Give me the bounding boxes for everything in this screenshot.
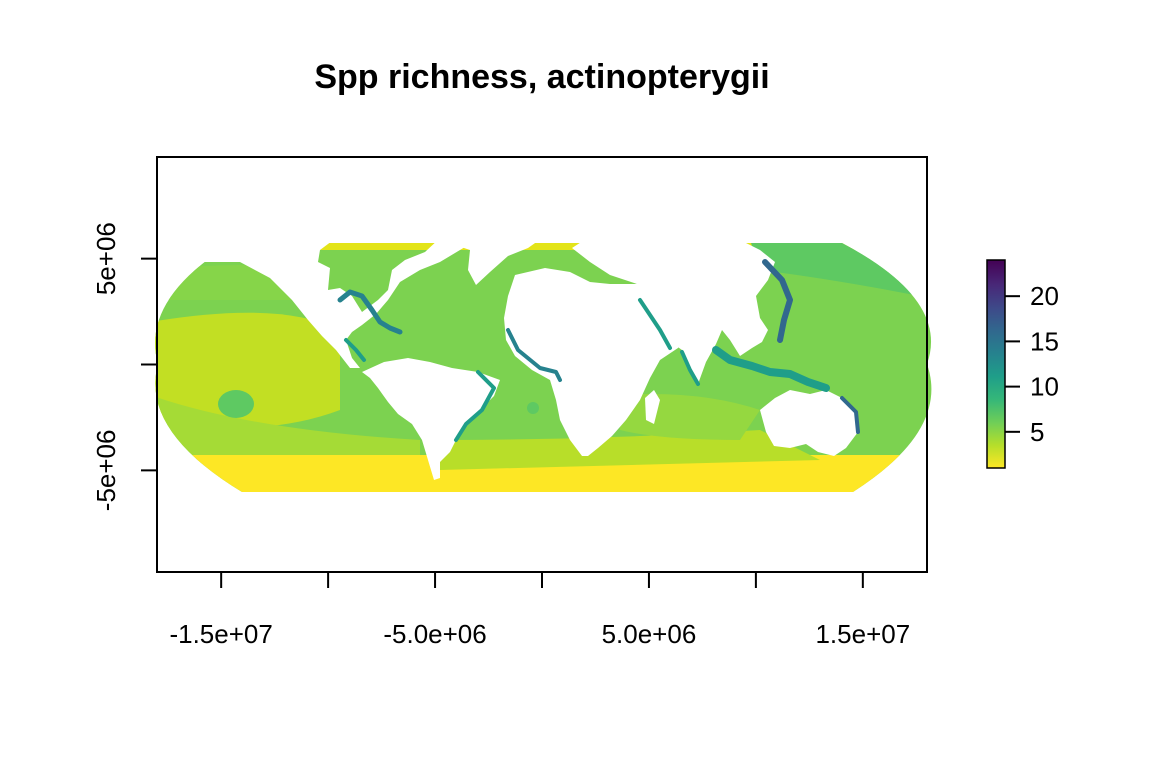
indo-pacific-richness bbox=[712, 346, 830, 392]
asia bbox=[572, 226, 775, 384]
greenland bbox=[430, 222, 545, 285]
north-america bbox=[150, 215, 478, 368]
y-tick-label: 5e+06 bbox=[91, 222, 121, 295]
x-tick-label: 5.0e+06 bbox=[602, 619, 697, 649]
red-sea-richness bbox=[638, 298, 672, 350]
legend-colorbar bbox=[986, 259, 1006, 469]
southern-ocean-band bbox=[155, 455, 932, 492]
legend-tick-label: 15 bbox=[1030, 326, 1059, 356]
west-africa-coast-richness bbox=[506, 328, 562, 382]
australia bbox=[760, 390, 858, 456]
subantarctic-band bbox=[440, 430, 820, 470]
india-coast-richness bbox=[680, 350, 700, 386]
legend-tick-label: 5 bbox=[1030, 417, 1044, 447]
color-legend: 5 10 15 20 bbox=[986, 259, 1059, 469]
x-tick-label: 1.5e+07 bbox=[815, 619, 910, 649]
brazil-coast-richness bbox=[454, 370, 496, 442]
chart-title: Spp richness, actinopterygii bbox=[314, 58, 770, 96]
pacific-island-patch bbox=[218, 390, 254, 418]
antarctic-margin bbox=[150, 492, 940, 500]
europe-africa bbox=[504, 268, 688, 456]
y-axis: 5e+06 -5e+06 bbox=[91, 222, 157, 511]
y-tick-label: -5e+06 bbox=[91, 430, 121, 512]
australia-east-richness bbox=[840, 396, 860, 434]
madagascar bbox=[645, 390, 660, 424]
x-tick-label: -5.0e+06 bbox=[383, 619, 486, 649]
east-asia-coast-richness bbox=[762, 259, 793, 343]
south-pacific-region bbox=[155, 395, 420, 470]
south-america bbox=[362, 358, 500, 480]
legend-ticks: 5 10 15 20 bbox=[1005, 281, 1059, 447]
atlantic-island-patch bbox=[527, 402, 539, 414]
gulf-coast-richness bbox=[344, 338, 366, 362]
x-axis: -1.5e+07 -5.0e+06 5.0e+06 1.5e+07 bbox=[169, 572, 910, 649]
legend-tick-label: 10 bbox=[1030, 372, 1059, 402]
caribbean-coast-richness bbox=[337, 289, 403, 335]
high-richness-coasts bbox=[337, 259, 860, 442]
legend-tick-label: 20 bbox=[1030, 281, 1059, 311]
x-tick-label: -1.5e+07 bbox=[169, 619, 272, 649]
landmasses bbox=[150, 215, 940, 500]
central-pacific-region bbox=[155, 312, 340, 428]
